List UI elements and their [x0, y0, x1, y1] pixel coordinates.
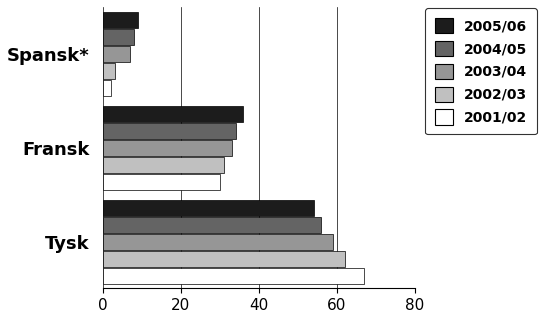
- Bar: [103, 63, 114, 79]
- Bar: [103, 234, 333, 250]
- Bar: [103, 80, 111, 96]
- Bar: [103, 251, 345, 268]
- Bar: [103, 140, 232, 156]
- Bar: [103, 200, 313, 216]
- Bar: [103, 12, 138, 28]
- Bar: [103, 174, 220, 190]
- Bar: [103, 268, 364, 284]
- Bar: [103, 217, 322, 233]
- Legend: 2005/06, 2004/05, 2003/04, 2002/03, 2001/02: 2005/06, 2004/05, 2003/04, 2002/03, 2001…: [425, 8, 537, 134]
- Bar: [103, 106, 244, 122]
- Bar: [103, 29, 134, 45]
- Bar: [103, 157, 224, 173]
- Bar: [103, 46, 130, 62]
- Bar: [103, 123, 235, 139]
